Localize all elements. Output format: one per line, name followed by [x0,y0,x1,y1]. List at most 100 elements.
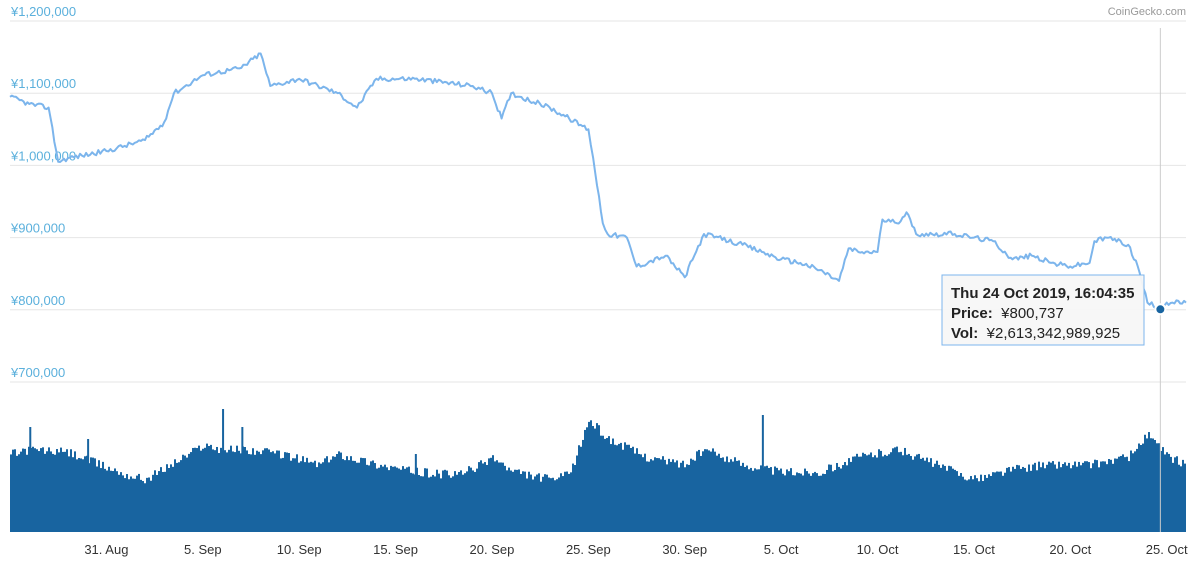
volume-bar [814,471,816,532]
volume-bar [68,456,70,532]
volume-bar [882,456,884,532]
volume-bar [108,466,110,532]
volume-bar [1124,457,1126,532]
volume-bar [692,459,694,532]
volume-bar [288,452,290,532]
volume-bar [138,473,140,532]
chart-credit[interactable]: CoinGecko.com [1108,6,1186,18]
volume-bar [166,464,168,532]
volume-bar [874,455,876,532]
volume-bar [322,462,324,532]
volume-bar [872,457,874,532]
volume-bar [498,462,500,532]
volume-bar [268,449,270,532]
volume-bar [1144,434,1146,532]
volume-bar [306,457,308,532]
volume-bar [122,475,124,532]
volume-bar [310,461,312,532]
volume-bar [1000,471,1002,532]
volume-bar [1090,468,1092,532]
volume-bar [806,471,808,532]
volume-bar [292,458,294,532]
volume-bar [70,449,72,532]
volume-bar [884,454,886,532]
volume-bar [502,462,504,532]
volume-bar [228,449,230,532]
volume-bar [492,455,494,532]
volume-bar [528,471,530,532]
volume-bar [364,458,366,532]
volume-bar [812,473,814,532]
volume-bar [946,470,948,532]
x-tick-label: 20. Sep [470,542,515,557]
volume-bar [858,456,860,532]
volume-bar [896,446,898,532]
volume-bar [752,470,754,532]
volume-bar [564,471,566,532]
volume-bar [546,474,548,532]
volume-bar [672,459,674,532]
volume-bar [62,451,64,532]
volume-bar [450,477,452,532]
volume-bar [446,470,448,532]
volume-bar [816,473,818,532]
volume-bar [568,473,570,532]
volume-bar [376,468,378,532]
price-axis-labels: ¥1,200,000 ¥1,100,000 ¥1,000,000 ¥900,000 ¥8… [10,4,76,380]
volume-bar [262,450,264,532]
volume-bar [590,420,592,532]
volume-bar [768,467,770,532]
volume-bar [84,456,86,532]
volume-bar [578,445,580,532]
y-tick-label: ¥700,000 [10,365,65,380]
highlighted-price-point[interactable] [1154,303,1167,316]
tooltip-price-label: Price: [951,305,993,322]
volume-bar [638,453,640,532]
volume-bar [694,460,696,532]
volume-bar [420,476,422,532]
volume-bar [646,461,648,532]
volume-bar [654,457,656,532]
volume-bar [116,471,118,532]
volume-bar [876,457,878,532]
volume-bar [1112,463,1114,532]
volume-bar [780,468,782,532]
volume-bar [146,477,148,532]
volume-bar [112,471,114,532]
volume-bar [94,458,96,532]
volume-bar [44,453,46,532]
volume-bar [136,475,138,532]
volume-bar [1142,443,1144,532]
volume-bar [102,461,104,532]
volume-bar [180,460,182,532]
volume-bar [542,476,544,532]
x-tick-label: 10. Oct [857,542,899,557]
volume-bar [344,460,346,532]
volume-bar [600,435,602,532]
volume-bar [436,469,438,532]
volume-bar [114,468,116,532]
volume-bar [906,454,908,532]
volume-bar [714,451,716,532]
volume-bar [710,451,712,532]
volume-bar [770,467,772,532]
volume-bar [318,462,320,532]
volume-bar [742,462,744,532]
volume-bar [1162,447,1164,532]
x-tick-label: 15. Oct [953,542,995,557]
volume-bar [810,475,812,532]
volume-bar [1062,464,1064,532]
volume-bar [1166,452,1168,532]
volume-bar [466,471,468,532]
volume-bar [1006,467,1008,532]
volume-bar [682,460,684,532]
volume-bar [776,467,778,532]
volume-bar [532,479,534,532]
volume-bar [154,470,156,532]
volume-bar [182,454,184,532]
volume-bar [16,455,18,532]
volume-bar [558,477,560,532]
volume-bar [826,469,828,532]
volume-bar [610,444,612,532]
volume-bar [96,466,98,532]
